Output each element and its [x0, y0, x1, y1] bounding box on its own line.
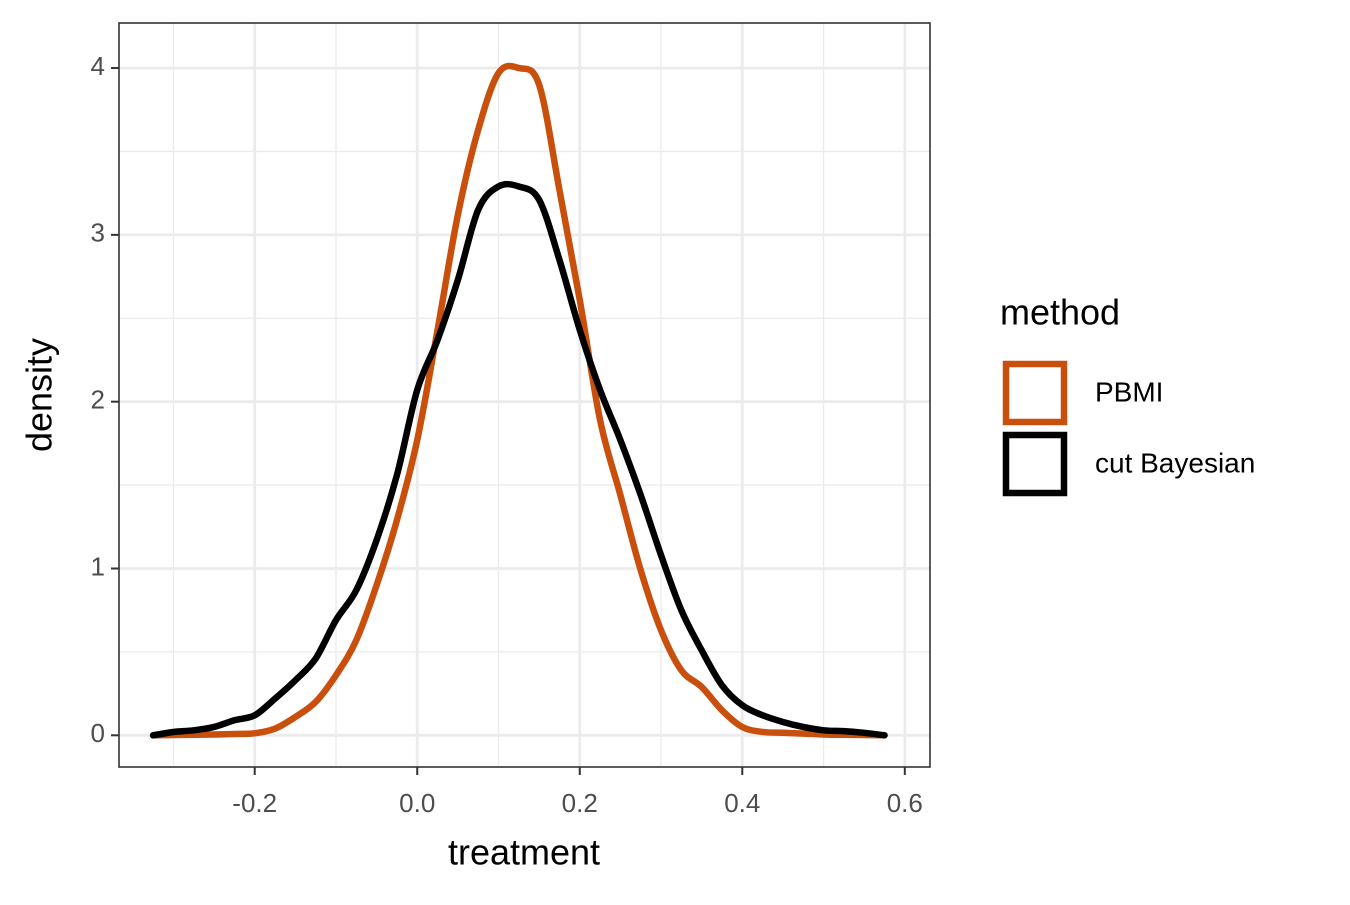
density-line: [149, 180, 888, 739]
y-tick-label: 4: [91, 51, 105, 81]
legend-title: method: [1000, 292, 1120, 333]
x-tick-label: 0.0: [399, 788, 435, 818]
x-tick-label: 0.4: [724, 788, 760, 818]
x-tick-label: -0.2: [232, 788, 277, 818]
legend-key: [1002, 431, 1068, 497]
plot-panel: [119, 23, 930, 767]
y-tick-label: 0: [91, 718, 105, 748]
x-tick-label: 0.6: [887, 788, 923, 818]
panel-border: [118, 22, 931, 768]
legend-label: PBMI: [1095, 376, 1163, 407]
y-tick-label: 1: [91, 551, 105, 581]
y-axis-title: density: [19, 338, 60, 452]
x-tick-label: 0.2: [562, 788, 598, 818]
density-line: [149, 62, 888, 739]
y-tick-label: 2: [91, 385, 105, 415]
y-tick-label: 3: [91, 218, 105, 248]
legend-key: [1002, 360, 1068, 426]
legend-label: cut Bayesian: [1095, 447, 1255, 478]
x-axis-title: treatment: [448, 832, 600, 873]
